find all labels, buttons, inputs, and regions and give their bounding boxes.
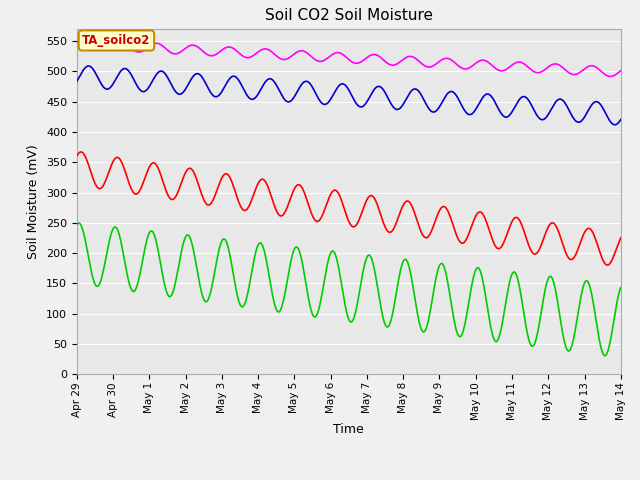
X-axis label: Time: Time — [333, 423, 364, 436]
Title: Soil CO2 Soil Moisture: Soil CO2 Soil Moisture — [265, 9, 433, 24]
Text: TA_soilco2: TA_soilco2 — [82, 34, 150, 47]
Y-axis label: Soil Moisture (mV): Soil Moisture (mV) — [28, 144, 40, 259]
